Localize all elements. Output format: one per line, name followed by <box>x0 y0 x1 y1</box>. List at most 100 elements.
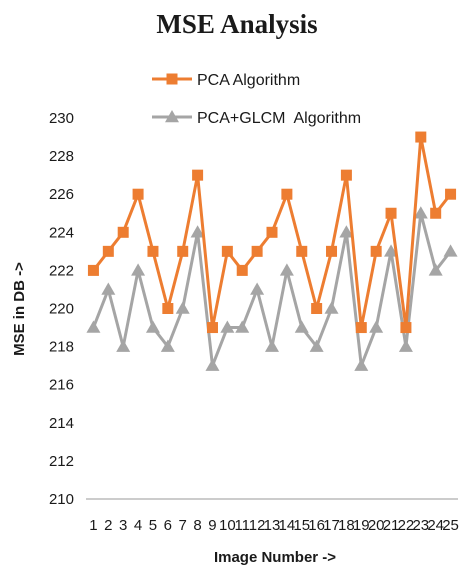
data-point <box>101 282 116 295</box>
x-tick-label: 19 <box>353 517 370 534</box>
y-axis-label: MSE in DB -> <box>11 262 28 356</box>
data-point <box>177 245 189 257</box>
series-pca <box>87 131 457 334</box>
y-tick-label: 224 <box>49 224 74 241</box>
legend-marker <box>165 110 179 123</box>
data-point <box>205 358 220 371</box>
legend-marker <box>166 73 178 85</box>
x-tick-label: 4 <box>134 517 142 534</box>
y-tick-label: 210 <box>49 491 74 508</box>
x-tick-label: 18 <box>338 517 355 534</box>
legend-label: PCA Algorithm <box>197 72 300 89</box>
data-point <box>206 322 218 334</box>
data-point <box>326 245 338 257</box>
data-point <box>339 225 354 238</box>
legend-label: PCA+GLCM Algorithm <box>197 110 361 127</box>
data-point <box>413 206 428 219</box>
data-point <box>281 188 293 200</box>
data-point <box>415 131 427 143</box>
x-tick-label: 9 <box>208 517 216 534</box>
x-tick-label: 16 <box>308 517 325 534</box>
y-tick-label: 212 <box>49 453 74 470</box>
x-tick-label: 10 <box>219 517 236 534</box>
data-point <box>147 245 159 257</box>
data-point <box>430 207 442 219</box>
data-point <box>132 188 144 200</box>
data-point <box>355 322 367 334</box>
x-tick-label: 6 <box>164 517 172 534</box>
data-point <box>400 322 412 334</box>
legend-entry: PCA+GLCM Algorithm <box>152 110 361 127</box>
data-point <box>175 301 190 314</box>
x-tick-label: 21 <box>383 517 400 534</box>
chart-title: MSE Analysis <box>156 9 317 39</box>
data-point <box>162 303 174 314</box>
y-tick-label: 228 <box>49 148 74 165</box>
y-tick-label: 222 <box>49 262 74 279</box>
data-point <box>370 245 382 257</box>
x-tick-label: 14 <box>279 517 296 534</box>
legend: PCA Algorithm PCA+GLCM Algorithm <box>152 72 361 127</box>
y-tick-labels: 210 212 214 216 218 220 222 224 226 228 230 <box>49 110 74 508</box>
data-point <box>296 245 308 257</box>
data-point <box>145 320 160 333</box>
x-tick-label: 15 <box>293 517 310 534</box>
x-tick-label: 20 <box>368 517 385 534</box>
x-tick-label: 24 <box>427 517 444 534</box>
data-point <box>251 245 263 257</box>
data-point <box>309 339 324 352</box>
x-tick-labels: 1 2 3 4 5 6 7 8 9 1011121314151617181920212223242… <box>89 517 459 534</box>
data-point <box>192 169 204 181</box>
x-axis-label: Image Number -> <box>214 549 336 566</box>
data-point <box>384 244 399 257</box>
data-point <box>102 245 114 257</box>
series-layer <box>86 131 458 371</box>
data-point <box>443 244 458 257</box>
x-tick-label: 12 <box>249 517 266 534</box>
x-tick-label: 8 <box>193 517 201 534</box>
data-point <box>445 188 457 200</box>
series-pca-glcm <box>86 206 458 371</box>
x-tick-label: 22 <box>398 517 415 534</box>
x-tick-label: 7 <box>179 517 187 534</box>
x-tick-label: 17 <box>323 517 340 534</box>
data-point <box>236 264 248 276</box>
data-point <box>86 320 101 333</box>
x-tick-label: 25 <box>442 517 459 534</box>
data-point <box>428 263 443 276</box>
y-tick-label: 218 <box>49 339 74 356</box>
x-tick-label: 13 <box>264 517 281 534</box>
data-point <box>190 225 205 238</box>
x-tick-label: 5 <box>149 517 157 534</box>
y-tick-label: 220 <box>49 301 74 318</box>
data-point <box>340 169 352 181</box>
y-tick-label: 214 <box>49 415 74 432</box>
data-point <box>266 226 278 238</box>
data-point <box>354 358 369 371</box>
data-point <box>117 226 129 238</box>
data-point <box>160 339 175 352</box>
x-tick-label: 11 <box>234 517 250 534</box>
data-point <box>385 207 397 219</box>
data-point <box>87 264 99 276</box>
data-point <box>116 339 131 352</box>
y-tick-label: 216 <box>49 377 74 394</box>
x-tick-label: 23 <box>412 517 429 534</box>
data-point <box>250 282 265 295</box>
data-point <box>235 320 250 333</box>
x-tick-label: 3 <box>119 517 127 534</box>
data-point <box>369 320 384 333</box>
data-point <box>311 303 323 314</box>
data-point <box>265 339 279 352</box>
legend-entry: PCA Algorithm <box>152 72 300 89</box>
data-point <box>294 320 309 333</box>
data-point <box>398 339 413 352</box>
data-point <box>131 263 146 276</box>
data-point <box>221 245 233 257</box>
x-tick-label: 1 <box>89 517 97 534</box>
x-tick-label: 2 <box>104 517 112 534</box>
y-tick-label: 226 <box>49 186 74 203</box>
data-point <box>279 263 294 276</box>
data-point <box>220 320 235 333</box>
